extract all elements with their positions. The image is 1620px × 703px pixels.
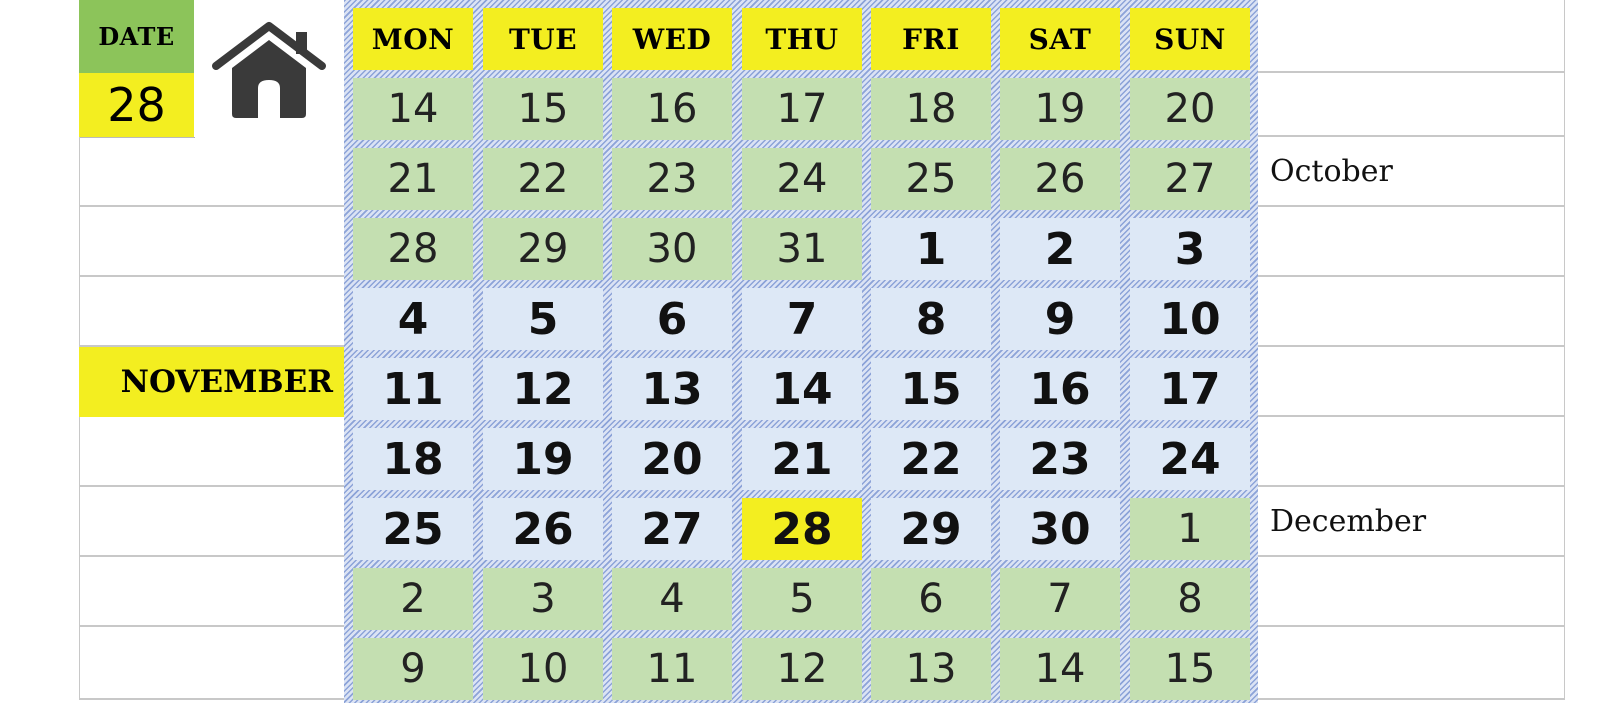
weekday-header-mon: MON [353,8,473,70]
day-cell[interactable]: 26 [1000,148,1120,210]
day-cell[interactable]: 24 [1130,428,1250,490]
month-label: NOVEMBER [79,347,345,417]
day-cell[interactable]: 12 [742,638,862,700]
right-row [1258,277,1565,347]
day-cell[interactable]: 5 [742,568,862,630]
day-cell[interactable]: 18 [353,428,473,490]
day-cell[interactable]: 1 [1130,498,1250,560]
day-cell[interactable]: 1 [871,218,991,280]
day-cell[interactable]: 16 [1000,358,1120,420]
day-cell[interactable]: 3 [483,568,603,630]
day-cell[interactable]: 16 [612,78,732,140]
right-row [1258,627,1565,700]
day-cell-today[interactable]: 28 [742,498,862,560]
day-cell[interactable]: 4 [353,288,473,350]
day-cell[interactable]: 28 [353,218,473,280]
left-row [79,417,344,487]
day-cell[interactable]: 30 [612,218,732,280]
right-row [1258,207,1565,277]
day-cell[interactable]: 7 [742,288,862,350]
left-row [79,207,344,277]
day-cell[interactable]: 29 [483,218,603,280]
day-cell[interactable]: 26 [483,498,603,560]
weekday-header-thu: THU [742,8,862,70]
weekday-header-wed: WED [612,8,732,70]
right-row [1258,347,1565,417]
day-cell[interactable]: 21 [742,428,862,490]
day-cell[interactable]: 22 [483,148,603,210]
day-cell[interactable]: 20 [1130,78,1250,140]
day-cell[interactable]: 27 [612,498,732,560]
day-cell[interactable]: 4 [612,568,732,630]
day-cell[interactable]: 13 [612,358,732,420]
day-cell[interactable]: 13 [871,638,991,700]
day-cell[interactable]: 15 [1130,638,1250,700]
day-cell[interactable]: 11 [353,358,473,420]
day-cell[interactable]: 7 [1000,568,1120,630]
day-cell[interactable]: 14 [353,78,473,140]
calendar-grid: MON TUE WED THU FRI SAT SUN 14 15 16 17 18 19 20 21 22 2… [344,0,1258,703]
left-row [79,277,344,347]
weekday-header-fri: FRI [871,8,991,70]
date-label: DATE [79,0,195,73]
home-button[interactable] [194,0,344,137]
day-cell[interactable]: 17 [742,78,862,140]
day-cell[interactable]: 19 [483,428,603,490]
day-cell[interactable]: 22 [871,428,991,490]
right-row [1258,73,1565,137]
right-month-label: October [1258,137,1565,207]
day-cell[interactable]: 10 [1130,288,1250,350]
day-cell[interactable]: 11 [612,638,732,700]
day-cell[interactable]: 14 [1000,638,1120,700]
right-row [1258,0,1565,73]
left-row [79,137,344,207]
day-cell[interactable]: 21 [353,148,473,210]
day-cell[interactable]: 2 [353,568,473,630]
weekday-header-sun: SUN [1130,8,1250,70]
day-cell[interactable]: 27 [1130,148,1250,210]
day-cell[interactable]: 19 [1000,78,1120,140]
day-cell[interactable]: 23 [1000,428,1120,490]
day-cell[interactable]: 25 [871,148,991,210]
day-cell[interactable]: 10 [483,638,603,700]
left-row [79,557,344,627]
day-cell[interactable]: 20 [612,428,732,490]
day-cell[interactable]: 25 [353,498,473,560]
day-cell[interactable]: 12 [483,358,603,420]
day-cell[interactable]: 6 [612,288,732,350]
day-cell[interactable]: 24 [742,148,862,210]
day-cell[interactable]: 14 [742,358,862,420]
day-cell[interactable]: 8 [871,288,991,350]
day-cell[interactable]: 30 [1000,498,1120,560]
date-value[interactable]: 28 [79,73,195,138]
left-row [79,627,344,700]
day-cell[interactable]: 23 [612,148,732,210]
left-row [79,487,344,557]
right-month-label: December [1258,487,1565,557]
day-cell[interactable]: 5 [483,288,603,350]
right-row [1258,557,1565,627]
day-cell[interactable]: 31 [742,218,862,280]
day-cell[interactable]: 2 [1000,218,1120,280]
day-cell[interactable]: 15 [483,78,603,140]
day-cell[interactable]: 8 [1130,568,1250,630]
right-row [1258,417,1565,487]
day-cell[interactable]: 15 [871,358,991,420]
day-cell[interactable]: 6 [871,568,991,630]
weekday-header-sat: SAT [1000,8,1120,70]
home-icon [212,21,326,118]
day-cell[interactable]: 18 [871,78,991,140]
day-cell[interactable]: 3 [1130,218,1250,280]
day-cell[interactable]: 9 [1000,288,1120,350]
weekday-header-tue: TUE [483,8,603,70]
day-cell[interactable]: 29 [871,498,991,560]
day-cell[interactable]: 9 [353,638,473,700]
day-cell[interactable]: 17 [1130,358,1250,420]
